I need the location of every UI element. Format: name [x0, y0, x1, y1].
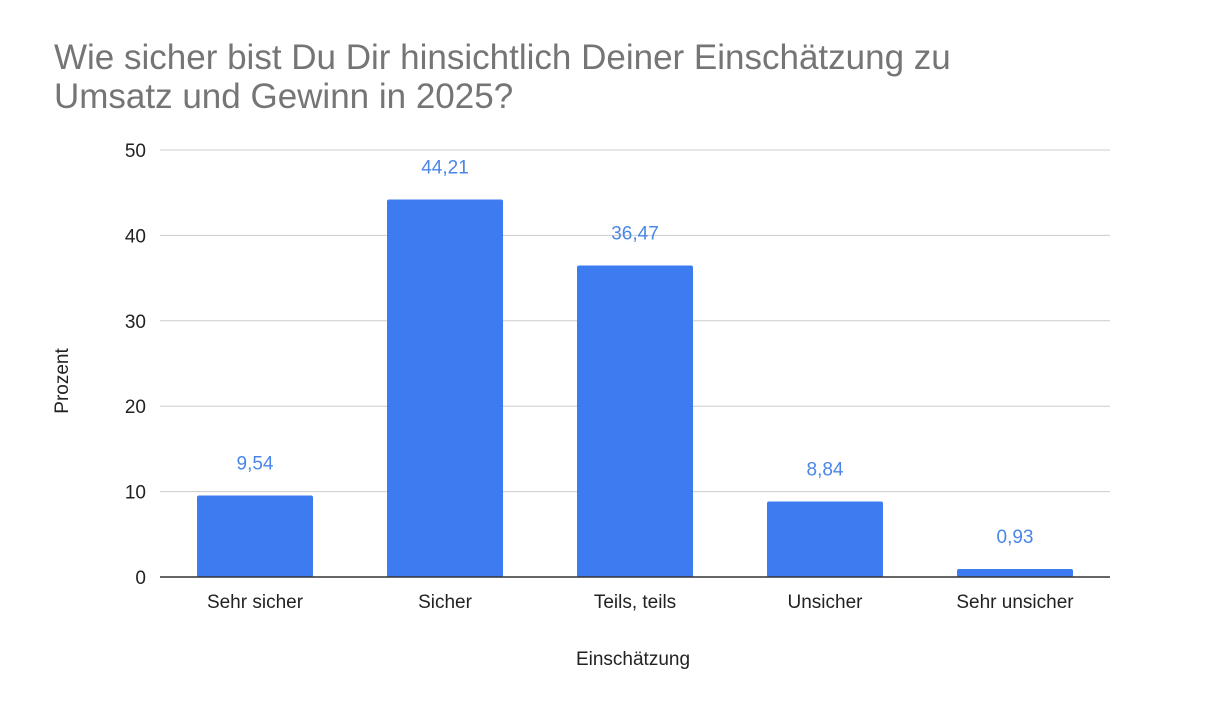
y-tick-label: 10	[125, 483, 146, 504]
y-tick-label: 40	[125, 226, 146, 247]
data-label: 0,93	[997, 527, 1034, 548]
chart-title: Wie sicher bist Du Dir hinsichtlich Dein…	[54, 38, 951, 116]
y-axis-title: Prozent	[52, 348, 73, 414]
x-tick-label: Sehr sicher	[207, 592, 304, 613]
y-tick-label: 20	[125, 397, 146, 418]
x-axis-title: Einschätzung	[576, 649, 690, 670]
bar	[387, 199, 503, 577]
x-tick-label: Teils, teils	[594, 592, 676, 613]
bar	[767, 501, 883, 577]
x-tick-label: Unsicher	[788, 592, 864, 613]
data-label: 9,54	[237, 454, 274, 475]
bar	[577, 265, 693, 577]
y-tick-label: 0	[135, 568, 146, 589]
data-label: 44,21	[421, 157, 469, 178]
data-label: 36,47	[611, 224, 659, 245]
y-tick-label: 50	[125, 141, 146, 162]
x-tick-label: Sicher	[418, 592, 473, 613]
bar	[197, 495, 313, 577]
bar	[957, 569, 1073, 577]
y-tick-label: 30	[125, 312, 146, 333]
data-label: 8,84	[807, 460, 844, 481]
x-tick-label: Sehr unsicher	[956, 592, 1074, 613]
